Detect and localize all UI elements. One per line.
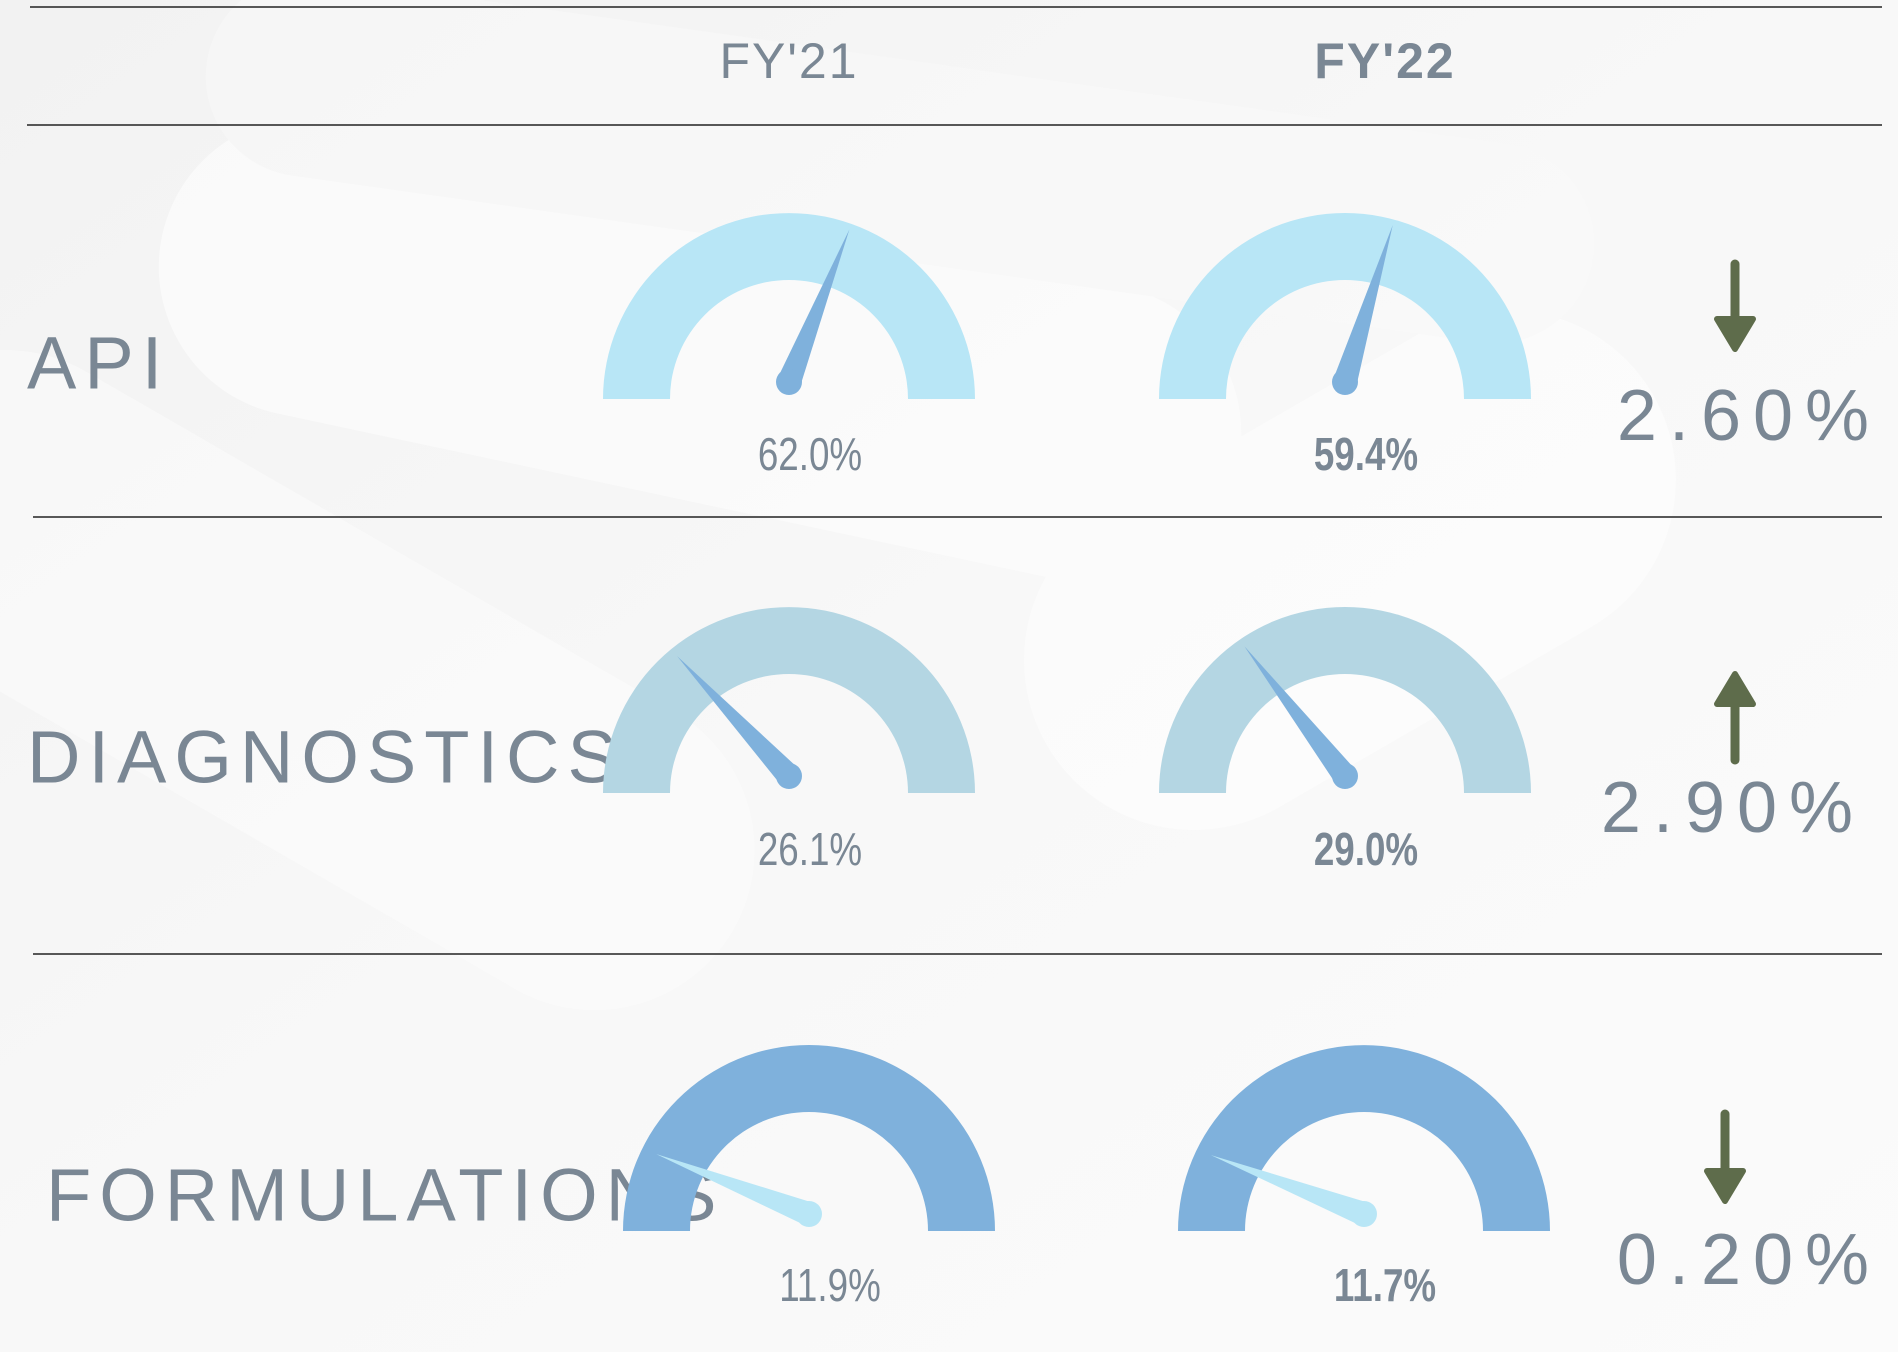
gauge-value: 26.1% bbox=[758, 823, 862, 875]
column-header: FY'21 bbox=[719, 33, 858, 89]
column-header: FY'22 bbox=[1314, 33, 1455, 89]
row-label: FORMULATIONS bbox=[46, 1154, 724, 1237]
gauge-value: 11.7% bbox=[1334, 1259, 1436, 1311]
change-value: 2.60% bbox=[1617, 376, 1881, 456]
gauge-value: 29.0% bbox=[1314, 823, 1418, 875]
needle-pivot bbox=[1332, 369, 1358, 395]
needle-pivot bbox=[776, 763, 802, 789]
row-label: API bbox=[27, 322, 170, 405]
gauge-value: 59.4% bbox=[1314, 428, 1418, 480]
gauge-value: 62.0% bbox=[758, 428, 862, 480]
row-label: DIAGNOSTICS bbox=[27, 716, 625, 799]
needle-pivot bbox=[1351, 1201, 1377, 1227]
needle-pivot bbox=[776, 369, 802, 395]
gauge-value: 11.9% bbox=[779, 1259, 881, 1311]
needle-pivot bbox=[1332, 763, 1358, 789]
needle-pivot bbox=[796, 1201, 822, 1227]
change-value: 2.90% bbox=[1601, 768, 1865, 848]
change-value: 0.20% bbox=[1617, 1220, 1881, 1300]
page: FY'21 FY'22 API 62.0% 59.4% 2.60% DIAGNOSTIC… bbox=[0, 0, 1898, 1352]
